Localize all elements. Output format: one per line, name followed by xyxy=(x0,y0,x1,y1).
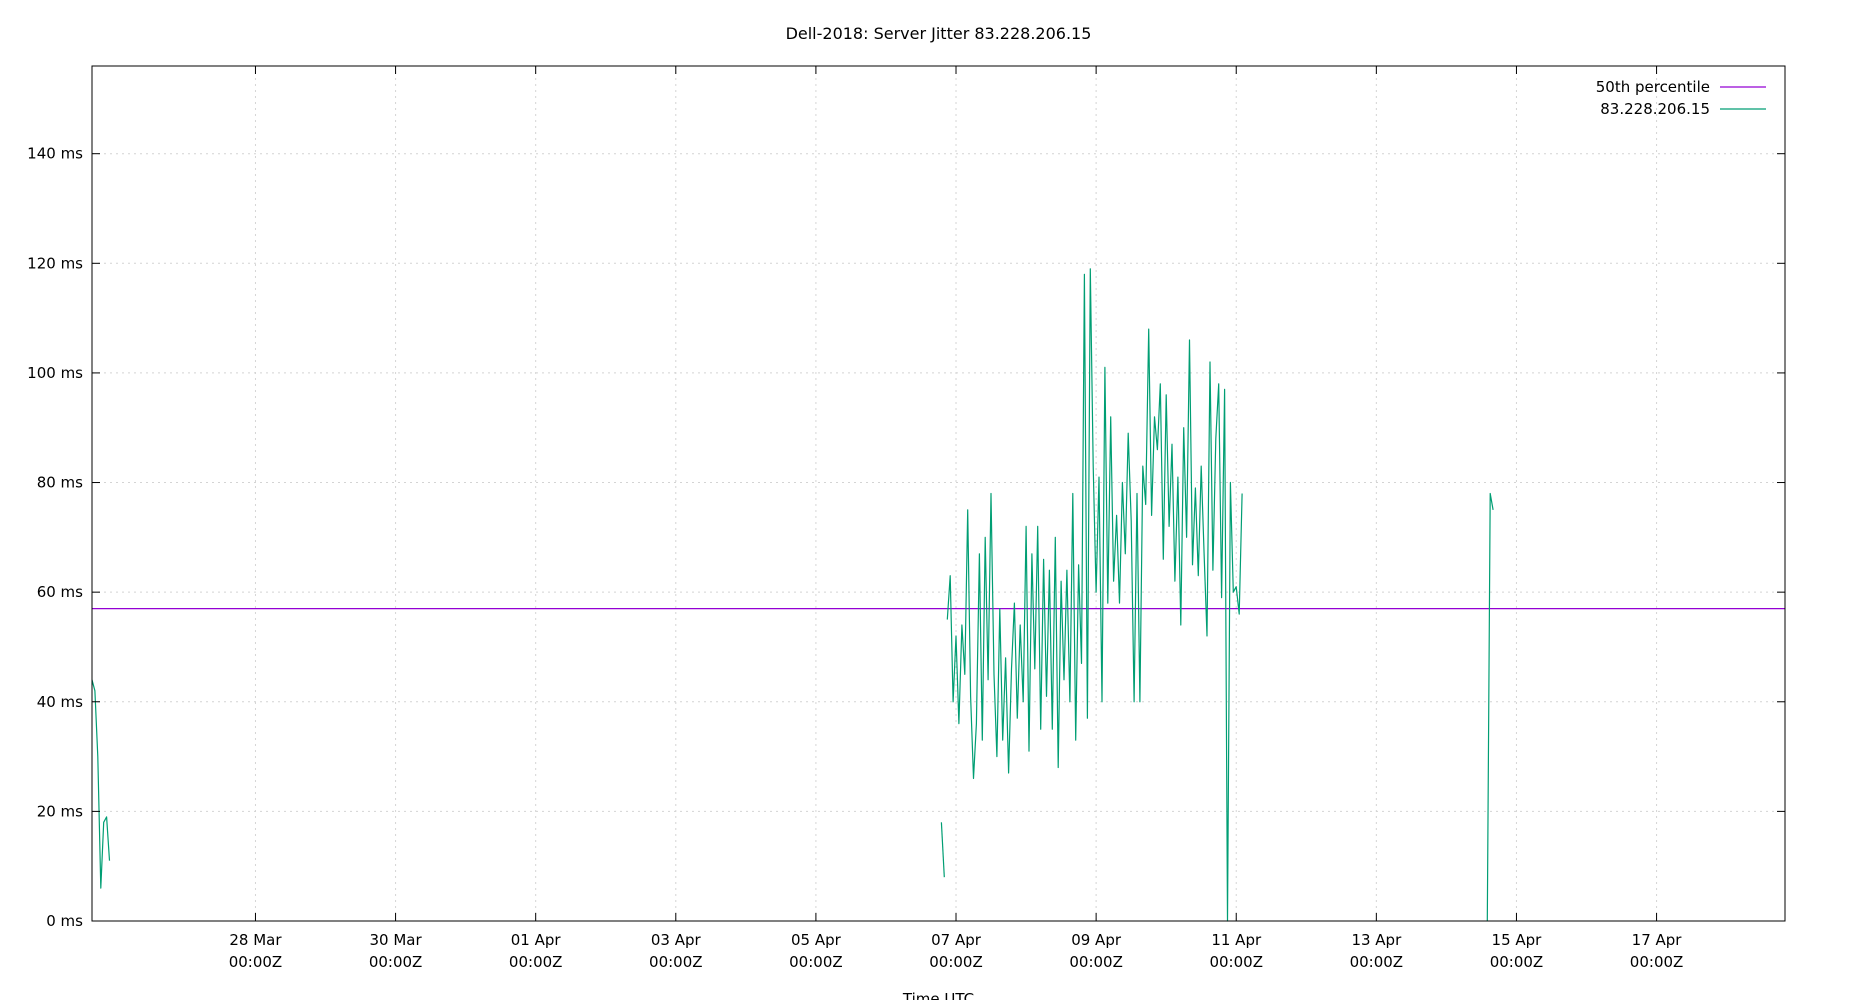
y-tick-label: 140 ms xyxy=(27,145,83,163)
x-axis-label: Time UTC xyxy=(902,990,974,1000)
series-layer xyxy=(91,268,1785,922)
y-tick-label: 80 ms xyxy=(37,474,83,492)
x-tick-time-label: 00:00Z xyxy=(369,953,423,971)
jitter-series-line xyxy=(1486,492,1494,922)
x-tick-date-label: 28 Mar xyxy=(229,931,282,949)
grid-lines xyxy=(92,66,1785,921)
jitter-series-line xyxy=(946,268,1243,922)
x-axis: 28 Mar 00:00Z 30 Mar 00:00Z 01 Apr 00:00Z 03 A… xyxy=(229,66,1684,971)
jitter-series-line xyxy=(91,679,111,889)
x-tick-time-label: 00:00Z xyxy=(1630,953,1684,971)
y-tick-label: 120 ms xyxy=(27,254,83,272)
x-tick-time-label: 00:00Z xyxy=(1490,953,1544,971)
x-tick-date-label: 13 Apr xyxy=(1351,931,1402,949)
y-tick-label: 60 ms xyxy=(37,583,83,601)
legend: 50th percentile 83.228.206.15 xyxy=(1596,78,1766,118)
x-tick-date-label: 15 Apr xyxy=(1492,931,1543,949)
y-tick-label: 40 ms xyxy=(37,693,83,711)
x-tick-date-label: 11 Apr xyxy=(1211,931,1262,949)
y-tick-label: 100 ms xyxy=(27,364,83,382)
x-tick-time-label: 00:00Z xyxy=(929,953,983,971)
jitter-series-line xyxy=(940,822,945,878)
plot-frame xyxy=(91,65,1786,922)
x-tick-date-label: 07 Apr xyxy=(931,931,982,949)
x-tick-time-label: 00:00Z xyxy=(649,953,703,971)
x-tick-time-label: 00:00Z xyxy=(509,953,563,971)
x-tick-time-label: 00:00Z xyxy=(1350,953,1404,971)
x-tick-time-label: 00:00Z xyxy=(1069,953,1123,971)
x-tick-date-label: 09 Apr xyxy=(1071,931,1122,949)
chart-title: Dell-2018: Server Jitter 83.228.206.15 xyxy=(786,24,1092,43)
x-tick-date-label: 01 Apr xyxy=(511,931,562,949)
y-tick-label: 0 ms xyxy=(46,912,83,930)
y-axis: 0 ms 20 ms 40 ms 60 ms 80 ms 100 ms 120 ms 140 … xyxy=(27,145,1785,930)
x-tick-time-label: 00:00Z xyxy=(1209,953,1263,971)
legend-label: 50th percentile xyxy=(1596,78,1710,96)
legend-label: 83.228.206.15 xyxy=(1600,100,1710,118)
x-tick-time-label: 00:00Z xyxy=(789,953,843,971)
x-tick-time-label: 00:00Z xyxy=(229,953,283,971)
x-tick-date-label: 05 Apr xyxy=(791,931,842,949)
x-tick-date-label: 03 Apr xyxy=(651,931,702,949)
x-tick-date-label: 17 Apr xyxy=(1632,931,1683,949)
x-tick-date-label: 30 Mar xyxy=(369,931,422,949)
y-tick-label: 20 ms xyxy=(37,802,83,820)
